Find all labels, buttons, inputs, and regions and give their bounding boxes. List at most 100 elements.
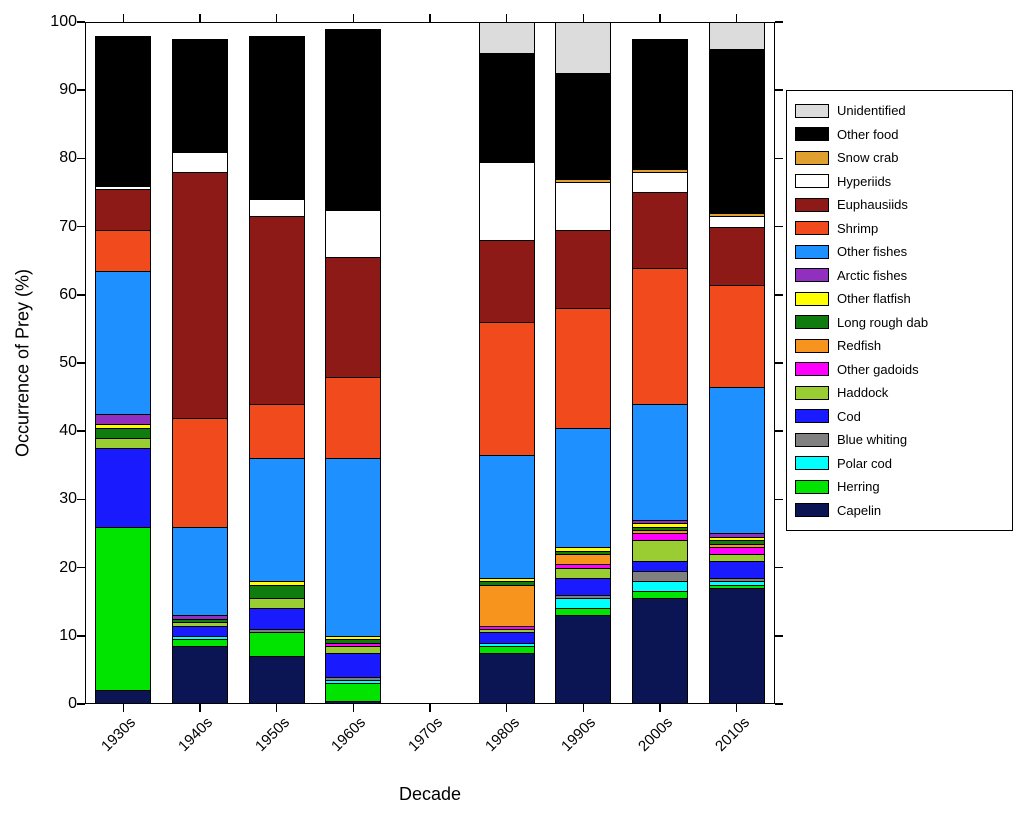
- legend-swatch: [795, 385, 829, 400]
- bar-segment-other-fishes: [632, 403, 688, 520]
- legend-swatch: [795, 432, 829, 447]
- bar-segment-herring: [555, 608, 612, 616]
- y-tick-mark-right: [775, 703, 783, 705]
- bar-segment-haddock: [555, 567, 612, 578]
- bar-segment-other-fishes: [555, 427, 612, 548]
- bar-segment-euphausiids: [172, 172, 228, 418]
- bar-segment-blue-whiting: [248, 628, 305, 633]
- bar-segment-capelin: [708, 587, 765, 704]
- legend-entry: Haddock: [795, 381, 1004, 405]
- bar-segment-blue-whiting: [632, 570, 688, 582]
- bar-segment-shrimp: [248, 403, 305, 459]
- bar-segment-polar-cod: [478, 642, 535, 646]
- bar-segment-herring: [95, 526, 152, 691]
- bar-segment-other-food: [708, 49, 765, 213]
- bar-segment-euphausiids: [248, 216, 305, 404]
- bar-segment-shrimp: [555, 308, 612, 428]
- x-tick-mark-top: [429, 14, 431, 22]
- bar-segment-capelin: [478, 652, 535, 704]
- bar-segment-shrimp: [95, 229, 152, 271]
- x-tick-mark-bottom: [505, 704, 508, 712]
- bar-1930s: [95, 35, 152, 704]
- bar-segment-herring: [632, 591, 688, 599]
- legend-label: Shrimp: [837, 220, 879, 236]
- bar-segment-herring: [248, 632, 305, 657]
- legend-label: Unidentified: [837, 103, 906, 119]
- legend-swatch: [795, 315, 829, 330]
- bar-segment-blue-whiting: [325, 676, 382, 681]
- y-tick-mark-left: [77, 362, 85, 364]
- legend-swatch: [795, 103, 829, 118]
- x-tick-mark-bottom: [429, 704, 431, 712]
- bar-segment-blue-whiting: [708, 577, 765, 582]
- x-tick-mark-top: [122, 14, 125, 22]
- bar-segment-hyperiids: [325, 209, 382, 258]
- bar-segment-cod: [325, 652, 382, 677]
- bar-segment-other-gadoids: [325, 642, 382, 646]
- bar-segment-other-flatfish: [555, 547, 612, 551]
- bar-1960s: [325, 28, 382, 704]
- bar-segment-hyperiids: [478, 161, 535, 241]
- y-tick-mark-right: [775, 21, 783, 23]
- y-tick-mark-right: [775, 498, 783, 501]
- bar-segment-haddock: [478, 628, 535, 633]
- bar-segment-shrimp: [172, 417, 228, 527]
- legend-swatch: [795, 244, 829, 259]
- y-tick-mark-left: [77, 89, 85, 91]
- bar-segment-other-food: [172, 39, 228, 152]
- y-tick-label: 10: [59, 626, 77, 644]
- x-tick-mark-bottom: [122, 704, 125, 712]
- bar-segment-other-flatfish: [95, 424, 152, 428]
- legend-entry: Snow crab: [795, 146, 1004, 170]
- bar-segment-shrimp: [325, 376, 382, 459]
- bar-segment-other-flatfish: [708, 536, 765, 541]
- y-tick-label: 60: [59, 285, 77, 303]
- bar-segment-long-rough-dab: [478, 581, 535, 585]
- bar-segment-shrimp: [632, 267, 688, 404]
- legend-label: Capelin: [837, 502, 882, 518]
- legend-swatch: [795, 456, 829, 471]
- bar-segment-haddock: [632, 540, 688, 561]
- bar-segment-capelin: [248, 656, 305, 704]
- bar-segment-polar-cod: [632, 581, 688, 592]
- y-tick-mark-left: [77, 430, 85, 432]
- bar-segment-herring: [478, 645, 535, 653]
- bar-segment-cod: [172, 625, 228, 636]
- bar-segment-other-flatfish: [632, 523, 688, 527]
- legend-label: Arctic fishes: [837, 267, 908, 283]
- bar-1990s: [555, 22, 612, 704]
- legend-label: Cod: [837, 408, 861, 424]
- bar-segment-arctic-fishes: [632, 519, 688, 524]
- bar-segment-polar-cod: [172, 635, 228, 640]
- legend-label: Long rough dab: [837, 314, 929, 330]
- x-tick-mark-top: [199, 14, 201, 22]
- legend-entry: Euphausiids: [795, 193, 1004, 217]
- y-tick-label: 30: [59, 490, 77, 508]
- legend-label: Redfish: [837, 338, 882, 354]
- bar-segment-blue-whiting: [555, 594, 612, 599]
- bar-segment-snow-crab: [555, 178, 612, 183]
- legend-label: Hyperiids: [837, 173, 892, 189]
- legend-label: Other gadoids: [837, 361, 919, 377]
- bar-segment-redfish: [555, 553, 612, 565]
- x-tick-mark-top: [735, 14, 738, 22]
- x-tick-mark-top: [505, 14, 508, 22]
- bar-segment-long-rough-dab: [172, 618, 228, 623]
- bar-segment-other-food: [478, 52, 535, 162]
- legend-entry: Other gadoids: [795, 358, 1004, 382]
- legend-swatch: [795, 479, 829, 494]
- legend-entry: Cod: [795, 405, 1004, 429]
- y-tick-label: 40: [59, 422, 77, 440]
- y-tick-mark-right: [775, 89, 783, 91]
- bar-segment-cod: [478, 632, 535, 643]
- bar-segment-shrimp: [478, 322, 535, 456]
- y-tick-label: 20: [59, 558, 77, 576]
- y-tick-mark-left: [77, 157, 85, 160]
- legend-label: Other food: [837, 126, 899, 142]
- x-tick-mark-top: [352, 14, 355, 22]
- bar-segment-snow-crab: [708, 212, 765, 217]
- y-tick-mark-right: [775, 635, 783, 637]
- bar-segment-unidentified: [555, 22, 612, 74]
- bar-segment-long-rough-dab: [95, 427, 152, 438]
